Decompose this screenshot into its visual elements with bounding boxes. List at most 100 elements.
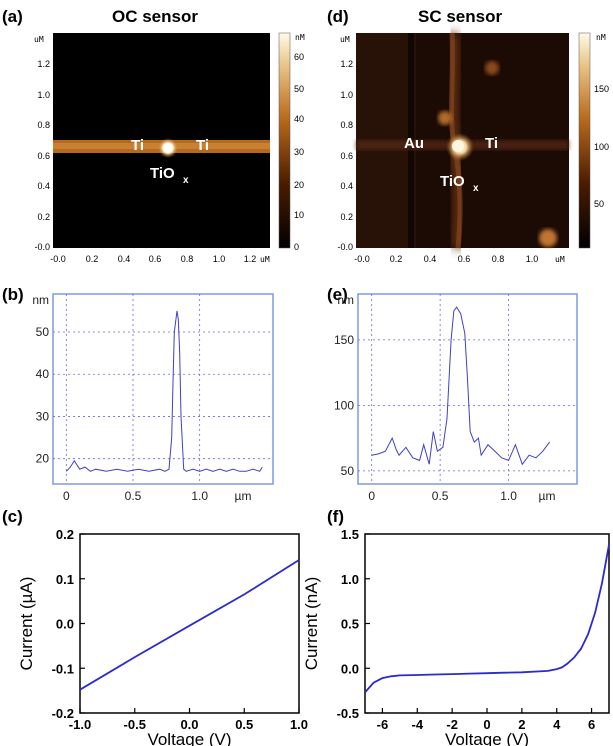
y-tick: 0.8 bbox=[37, 120, 50, 130]
y-tick-label: 50 bbox=[341, 464, 355, 478]
x-tick: -0.0 bbox=[354, 254, 370, 264]
series-line bbox=[371, 306, 551, 466]
x-tick: 0.6 bbox=[458, 254, 471, 264]
annotation: Au bbox=[404, 135, 424, 152]
plot-frame bbox=[79, 533, 300, 714]
colorbar-tick: 10 bbox=[294, 210, 304, 220]
y-ticks-d: 1.2 1.0 0.8 0.6 0.4 0.2 -0.0 bbox=[337, 59, 353, 252]
tiox-core-d bbox=[452, 140, 464, 152]
x-tick-label: 1.0 bbox=[290, 717, 308, 732]
x-tick: 0.2 bbox=[86, 254, 99, 264]
colorbar-d bbox=[578, 32, 591, 249]
plot-frame bbox=[364, 533, 610, 714]
panel-label-d: (d) bbox=[327, 7, 349, 26]
y-axis-label: nm bbox=[337, 293, 354, 307]
y-tick: 0.6 bbox=[340, 151, 353, 161]
panel-d: (d) SC sensor uM 1.2 1.0 0.8 0.6 0.4 0.2… bbox=[327, 7, 609, 264]
colorbar-tick: 20 bbox=[294, 180, 304, 190]
x-axis-label: Voltage (V) bbox=[445, 730, 529, 746]
y-unit-a: uM bbox=[34, 35, 44, 44]
y-tick-label: 100 bbox=[334, 398, 354, 412]
y-tick: 1.2 bbox=[37, 59, 50, 69]
colorbar-ticks-d: 150 100 50 bbox=[594, 84, 609, 209]
y-tick-label: 0.1 bbox=[56, 572, 74, 587]
iv-chart-c: -1.0 -0.5 0.0 0.5 1.0 0.2 0.1 0.0 -0.1 -0.2 Voltag… bbox=[17, 527, 308, 746]
annotations-d: Au Ti TiO x bbox=[404, 135, 498, 194]
y-tick-label: 20 bbox=[36, 452, 50, 466]
x-tick-label: -1.0 bbox=[69, 717, 91, 732]
x-tick: 1.2 bbox=[244, 254, 257, 264]
x-tick-label: 0.5 bbox=[432, 489, 449, 503]
y-axis-label: Current (µA) bbox=[17, 577, 36, 671]
afm-texture-d bbox=[356, 32, 569, 249]
y-tick: 0.2 bbox=[340, 212, 353, 222]
x-tick: 1.0 bbox=[526, 254, 539, 264]
y-tick-label: -0.1 bbox=[52, 661, 74, 676]
x-axis-label: Voltage (V) bbox=[147, 730, 231, 746]
y-tick: 0.2 bbox=[37, 212, 50, 222]
iv-chart-f: -6 -4 -2 0 2 4 6 1.5 1.0 0.5 0.0 -0.5 Voltage (V) Cur… bbox=[302, 527, 610, 746]
x-unit-a: uM bbox=[260, 255, 270, 264]
x-tick: 0.2 bbox=[390, 254, 403, 264]
y-tick-label: -0.5 bbox=[337, 706, 359, 721]
series-line bbox=[65, 310, 263, 472]
x-tick-label: 1.0 bbox=[500, 489, 517, 503]
y-tick-label: 0.0 bbox=[341, 661, 359, 676]
y-tick: 0.6 bbox=[37, 151, 50, 161]
particle bbox=[438, 111, 452, 125]
particle bbox=[485, 61, 499, 75]
y-tick-label: 30 bbox=[36, 409, 50, 423]
x-tick: 1.0 bbox=[213, 254, 226, 264]
panel-title-a: OC sensor bbox=[112, 7, 198, 26]
series-line bbox=[79, 559, 300, 691]
colorbar-tick: 50 bbox=[594, 199, 604, 209]
y-tick: 1.2 bbox=[340, 59, 353, 69]
x-axis-label: µm bbox=[235, 489, 252, 503]
tiox-core-a bbox=[163, 143, 173, 153]
annotation: Ti bbox=[485, 135, 498, 152]
y-tick-label: 0.2 bbox=[56, 527, 74, 542]
profile-chart-b: 0 0.5 1.0 µm 20 30 40 50 nm bbox=[32, 293, 274, 503]
annotations-a: Ti Ti TiO x bbox=[131, 137, 209, 186]
particle bbox=[539, 229, 557, 247]
panel-label-b: (b) bbox=[2, 285, 24, 304]
y-tick-label: 0.5 bbox=[341, 617, 359, 632]
x-axis-label: µm bbox=[539, 489, 556, 503]
annotation: TiO bbox=[150, 165, 175, 182]
colorbar-tick: 30 bbox=[294, 147, 304, 157]
x-tick-label: 4 bbox=[553, 717, 561, 732]
x-tick: 0.6 bbox=[149, 254, 162, 264]
colorbar-tick: 50 bbox=[294, 84, 304, 94]
y-tick-label: 0.0 bbox=[56, 617, 74, 632]
panel-label-f: (f) bbox=[327, 507, 344, 526]
colorbar-unit-a: nM bbox=[295, 33, 305, 42]
x-tick-label: 0 bbox=[63, 489, 70, 503]
x-tick: 0.4 bbox=[118, 254, 131, 264]
plot-frame bbox=[52, 293, 274, 485]
y-tick: 0.8 bbox=[340, 120, 353, 130]
annotation: Ti bbox=[131, 137, 144, 154]
y-tick: 1.0 bbox=[37, 90, 50, 100]
colorbar-ticks-a: 60 50 40 30 20 10 0 bbox=[294, 52, 304, 252]
x-tick-label: -2 bbox=[446, 717, 458, 732]
annotation: x bbox=[183, 175, 189, 186]
plot-frame bbox=[357, 293, 578, 485]
x-tick-label: 0.0 bbox=[180, 717, 198, 732]
series-line bbox=[364, 544, 610, 693]
colorbar-tick: 150 bbox=[594, 84, 609, 94]
x-ticks-a: -0.0 0.2 0.4 0.6 0.8 1.0 1.2 bbox=[50, 254, 256, 264]
annotation: TiO bbox=[440, 173, 465, 190]
colorbar-tick: 40 bbox=[294, 114, 304, 124]
y-tick: 1.0 bbox=[340, 90, 353, 100]
y-tick-label: 40 bbox=[36, 367, 50, 381]
profile-chart-e: 0 0.5 1.0 µm 50 100 150 nm bbox=[334, 293, 578, 503]
y-tick: -0.0 bbox=[34, 242, 50, 252]
x-tick-label: -4 bbox=[412, 717, 424, 732]
colorbar-unit-d: nM bbox=[596, 33, 606, 42]
panel-title-d: SC sensor bbox=[418, 7, 502, 26]
y-tick-label: -0.2 bbox=[52, 706, 74, 721]
y-axis-label: nm bbox=[32, 293, 49, 307]
colorbar-tick: 100 bbox=[594, 142, 609, 152]
x-tick: 0.4 bbox=[424, 254, 437, 264]
x-tick: 0.8 bbox=[181, 254, 194, 264]
